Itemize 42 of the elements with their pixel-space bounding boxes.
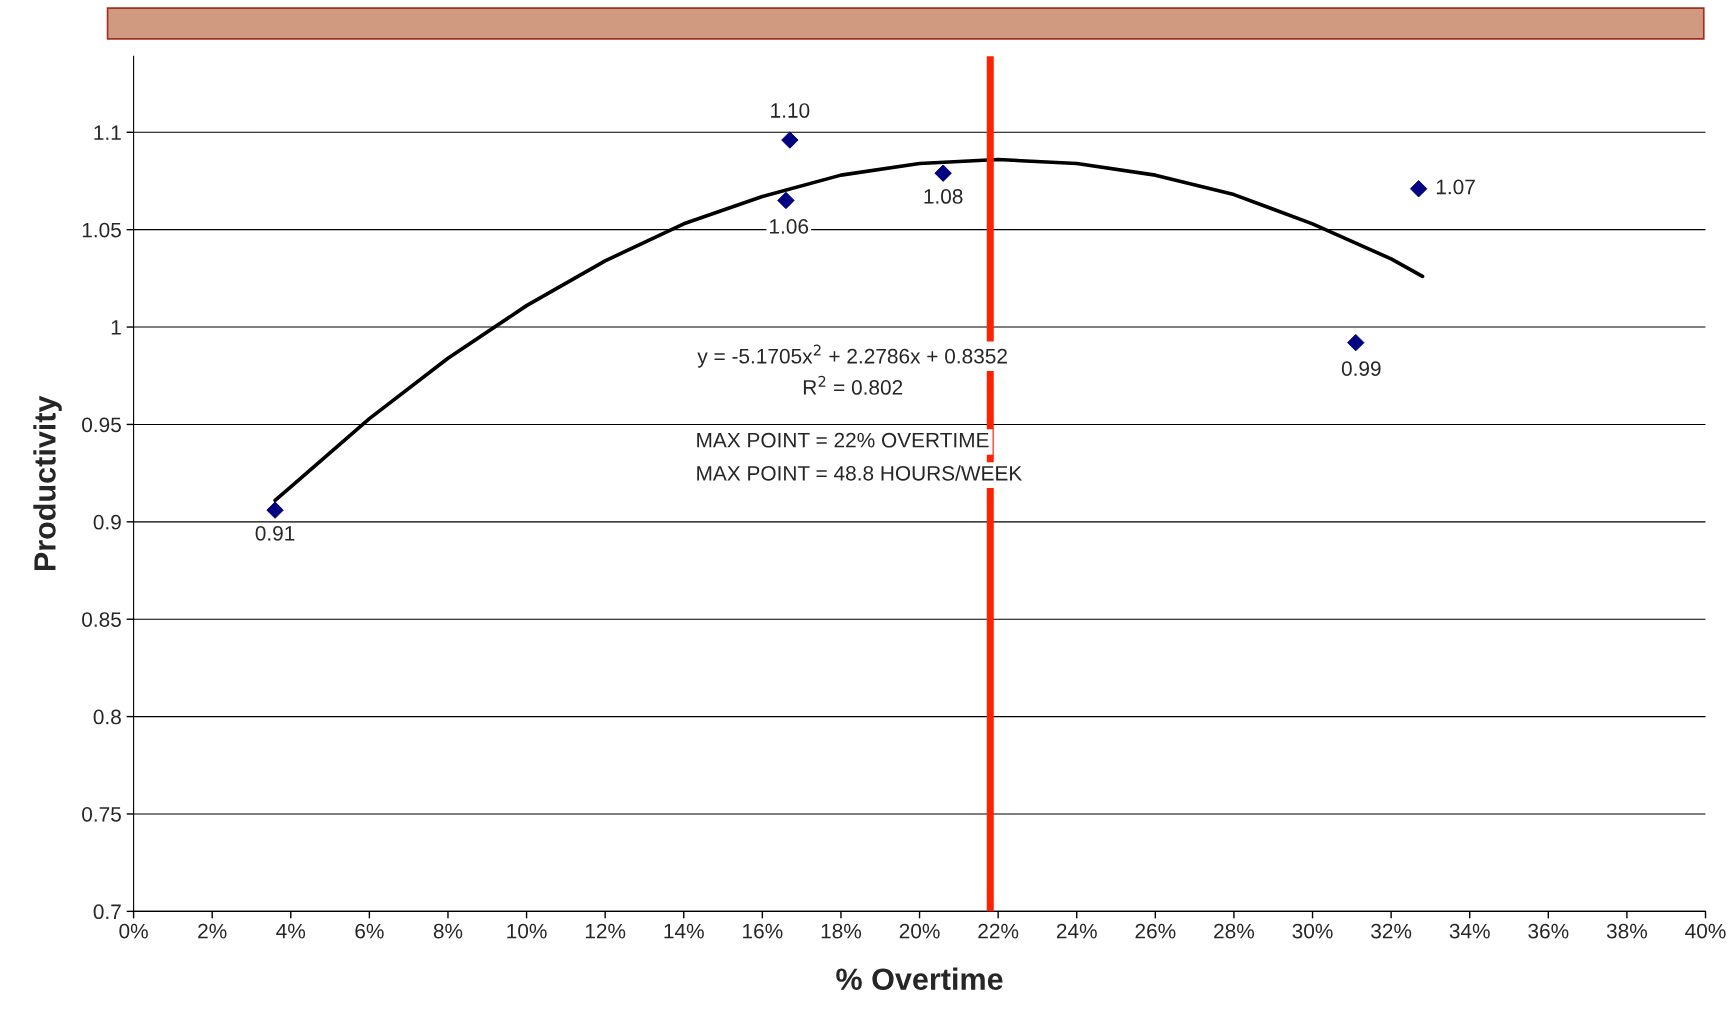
- data-label: 1.08: [924, 189, 963, 204]
- y-axis-title: Productivity: [33, 395, 62, 571]
- data-label: 1.07: [1436, 179, 1475, 195]
- x-tick-label: 40%: [1685, 923, 1726, 939]
- y-tick-label: 0.85: [82, 612, 121, 627]
- x-tick-label: 4%: [276, 923, 306, 939]
- y-tick-label: 1.05: [82, 222, 121, 238]
- x-tick-label: 10%: [507, 923, 547, 939]
- annotation: R$^{2}$ = 0.802: [803, 375, 903, 395]
- x-tick-label: 2%: [198, 923, 227, 939]
- y-tick-label: 1.1: [94, 125, 121, 140]
- x-tick-label: 28%: [1214, 923, 1255, 939]
- data-label: 0.99: [1341, 361, 1381, 376]
- x-tick-label: 8%: [433, 923, 463, 939]
- x-tick-label: 18%: [821, 923, 862, 939]
- x-tick-label: 38%: [1606, 923, 1648, 939]
- x-tick-label: 36%: [1528, 923, 1569, 939]
- y-tick-label: 0.95: [82, 417, 121, 433]
- x-tick-label: 26%: [1135, 923, 1176, 939]
- x-tick-label: 24%: [1056, 923, 1097, 939]
- y-tick-label: 1: [111, 320, 121, 335]
- x-tick-label: 6%: [355, 923, 384, 939]
- y-tick-label: 0.8: [93, 709, 121, 725]
- x-tick-label: 20%: [899, 923, 940, 939]
- x-tick-label: 0%: [119, 923, 148, 939]
- x-tick-label: 22%: [978, 923, 1019, 939]
- data-label: 0.91: [255, 525, 295, 541]
- x-axis-title: % Overtime: [836, 967, 1003, 991]
- x-tick-label: 32%: [1371, 923, 1412, 939]
- y-tick-label: 0.7: [93, 904, 121, 920]
- annotation: y = -5.1705x$^{2}$ + 2.2786x + 0.8352: [697, 344, 1007, 368]
- y-tick-label: 0.75: [82, 806, 121, 822]
- data-label: 1.06: [770, 219, 809, 234]
- x-tick-label: 12%: [585, 923, 626, 939]
- x-tick-label: 30%: [1292, 923, 1333, 939]
- annotation: MAX POINT = 48.8 HOURS/WEEK: [697, 465, 1022, 481]
- x-tick-label: 16%: [743, 923, 783, 939]
- y-tick-label: 0.9: [93, 514, 121, 530]
- data-label: 1.10: [771, 103, 810, 118]
- x-tick-label: 14%: [664, 923, 704, 939]
- annotation: MAX POINT = 22% OVERTIME: [697, 432, 989, 448]
- x-tick-label: 34%: [1449, 923, 1490, 939]
